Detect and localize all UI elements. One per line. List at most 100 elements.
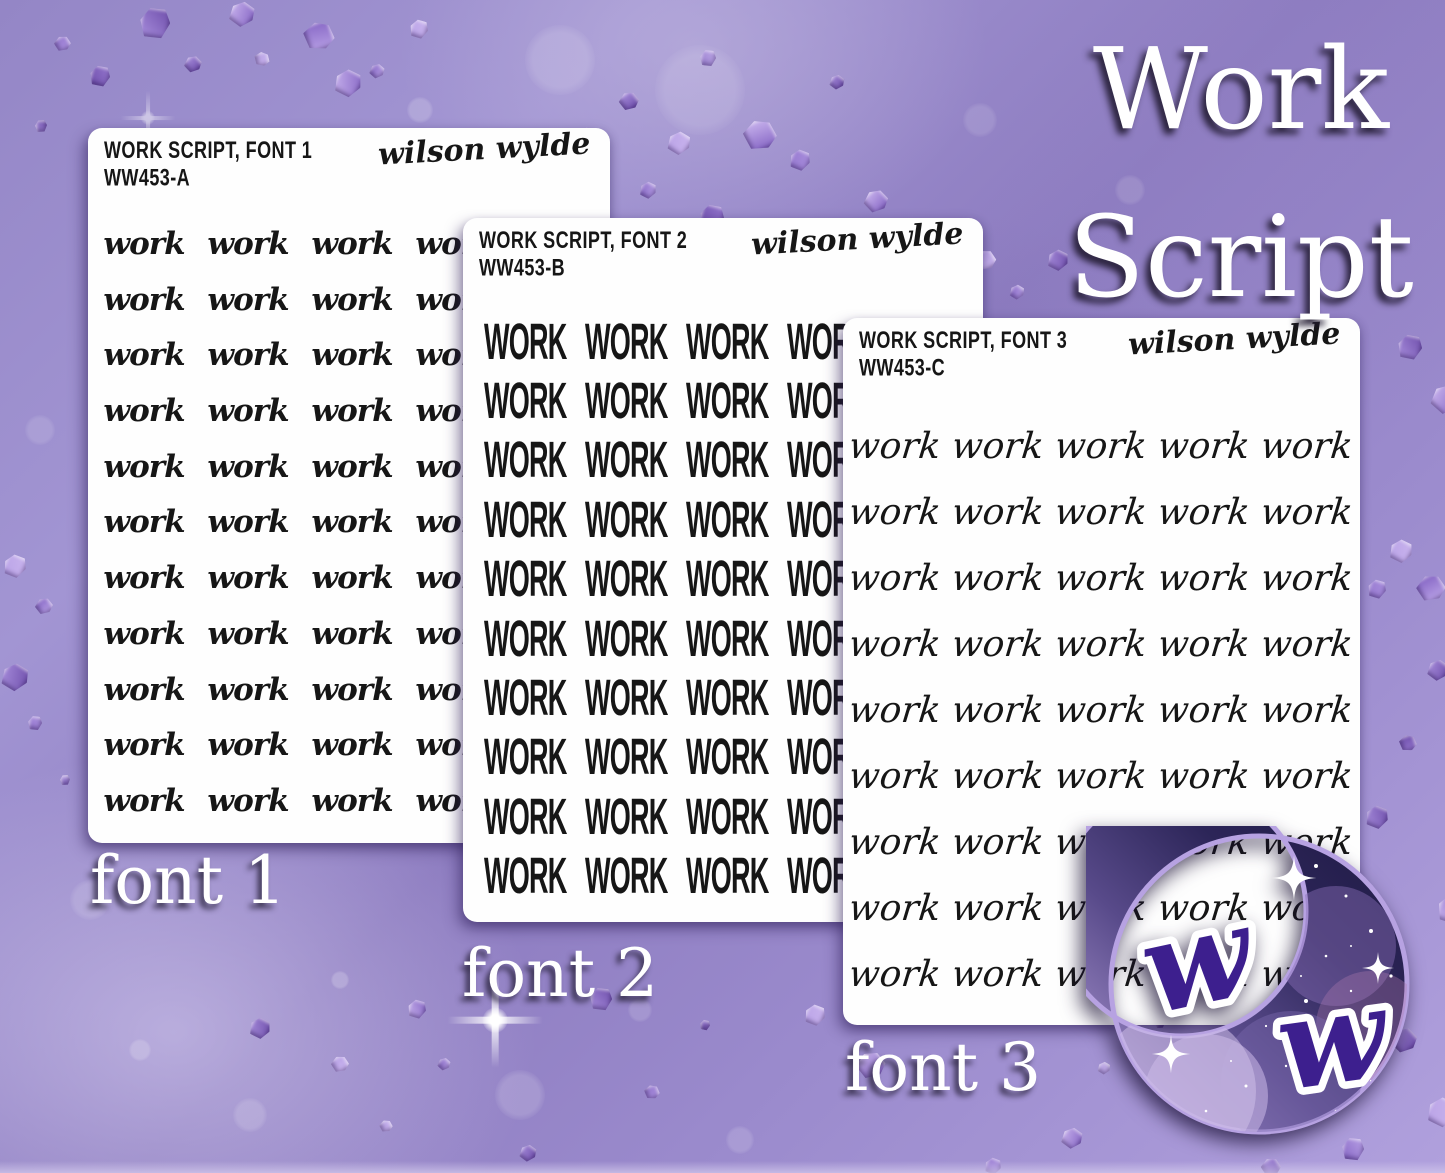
sticker-word: work: [207, 671, 289, 708]
glitter-hexagon: [1058, 1124, 1086, 1152]
glitter-hexagon: [1424, 656, 1445, 684]
sticker-word: work: [1258, 492, 1355, 534]
sheet-title: WORK SCRIPT, FONT 3: [859, 326, 1068, 354]
star-dot: [1230, 1060, 1232, 1062]
sticker-word: work: [103, 393, 185, 430]
sticker-word: work: [1052, 755, 1149, 797]
sticker-word: work: [949, 755, 1046, 797]
sticker-word: WORK: [585, 609, 668, 667]
glitter-hexagon: [637, 179, 659, 201]
sticker-word: work: [311, 337, 393, 374]
glitter-hexagon: [225, 0, 259, 31]
sticker-word: WORK: [585, 490, 668, 548]
sticker-word: work: [949, 558, 1046, 600]
sticker-word: WORK: [686, 728, 769, 786]
glitter-hexagon: [329, 1053, 351, 1075]
sticker-word: work: [207, 504, 289, 541]
sticker-word: work: [207, 225, 289, 262]
page-title-line-1: Work: [1092, 25, 1390, 155]
bokeh-dot: [233, 1098, 267, 1132]
glitter-hexagon: [88, 64, 112, 88]
glitter-hexagon: [330, 65, 366, 101]
sticker-word: work: [1155, 426, 1252, 468]
moon-sparkle-icons: [1151, 855, 1394, 1074]
bokeh-dot: [525, 25, 595, 95]
star-dot: [1289, 919, 1293, 923]
sticker-word: WORK: [484, 787, 567, 845]
glitter-hexagon: [254, 51, 270, 67]
sheet-sku: WW453-C: [859, 353, 946, 382]
sticker-word: work: [103, 504, 185, 541]
sticker-word: work: [103, 281, 185, 318]
glitter-hexagon: [740, 115, 780, 155]
glitter-hexagon: [802, 1002, 829, 1029]
sparkle-glow: [1287, 871, 1301, 885]
bokeh-dot: [495, 1070, 545, 1120]
star-dot: [1350, 945, 1352, 947]
sticker-word: work: [1155, 624, 1252, 666]
star-dot: [1334, 1049, 1338, 1053]
star-dot: [1369, 929, 1373, 933]
glitter-hexagon: [787, 147, 814, 174]
sticker-word: work: [846, 821, 943, 863]
glitter-hexagon: [35, 120, 47, 132]
sticker-word: work: [311, 560, 393, 597]
sticker-word: work: [1155, 755, 1252, 797]
sticker-word: work: [103, 671, 185, 708]
sticker-word: WORK: [484, 371, 567, 429]
sticker-word: work: [207, 393, 289, 430]
page-title: Work Script: [1045, 6, 1437, 342]
glitter-hexagon: [378, 1118, 394, 1134]
glitter-hexagon: [436, 1056, 453, 1073]
star-dot: [1324, 954, 1328, 958]
bokeh-dot: [407, 97, 433, 123]
sticker-word: work: [949, 624, 1046, 666]
star-dot: [1374, 1029, 1378, 1033]
sticker-word: work: [1052, 624, 1149, 666]
sticker-word: WORK: [686, 787, 769, 845]
sticker-word: work: [1155, 689, 1252, 731]
sheet-title: WORK SCRIPT, FONT 1: [104, 136, 313, 164]
sticker-word: work: [1258, 755, 1355, 797]
sticker-word: work: [846, 558, 943, 600]
sticker-word: work: [1258, 558, 1355, 600]
sticker-word: WORK: [484, 668, 567, 726]
sticker-word: WORK: [484, 431, 567, 489]
glitter-hexagon: [367, 61, 387, 81]
sticker-word: work: [207, 448, 289, 485]
sticker-word: work: [846, 689, 943, 731]
star-dot: [1264, 1024, 1268, 1028]
sticker-word: work: [949, 887, 1046, 929]
sticker-word: work: [846, 887, 943, 929]
sticker-word: work: [1155, 558, 1252, 600]
sticker-word: WORK: [484, 728, 567, 786]
star-dot: [1304, 999, 1308, 1003]
star-dot: [1344, 894, 1348, 898]
monogram-letter-w2: w: [1268, 960, 1399, 1120]
sticker-word: work: [311, 504, 393, 541]
glitter-hexagon: [1398, 733, 1419, 754]
sticker-word: WORK: [585, 787, 668, 845]
glitter-hexagon: [301, 18, 337, 54]
sticker-word: work: [846, 755, 943, 797]
star-dot: [1349, 989, 1353, 993]
sticker-word: work: [311, 615, 393, 652]
sticker-word: work: [949, 492, 1046, 534]
sticker-word: WORK: [585, 431, 668, 489]
sheet-sku: WW453-A: [104, 163, 191, 192]
glitter-hexagon: [861, 186, 892, 217]
bokeh-dot: [628, 998, 652, 1022]
sticker-word: work: [103, 448, 185, 485]
sparkle-glow: [1165, 1048, 1177, 1060]
wilson-wylde-logo-text: wilson wylde: [376, 128, 591, 173]
sticker-word: WORK: [585, 549, 668, 608]
sticker-word: work: [207, 560, 289, 597]
sticker-word-grid: work work work work work work work work work work…: [92, 216, 508, 829]
bokeh-dot: [726, 1126, 754, 1154]
sticker-word: work: [846, 426, 943, 468]
sticker-word: work: [311, 783, 393, 820]
glitter-hexagon: [517, 1142, 540, 1165]
sticker-word: WORK: [686, 846, 769, 905]
sticker-word: WORK: [686, 609, 769, 667]
star-dot: [1314, 1084, 1318, 1088]
